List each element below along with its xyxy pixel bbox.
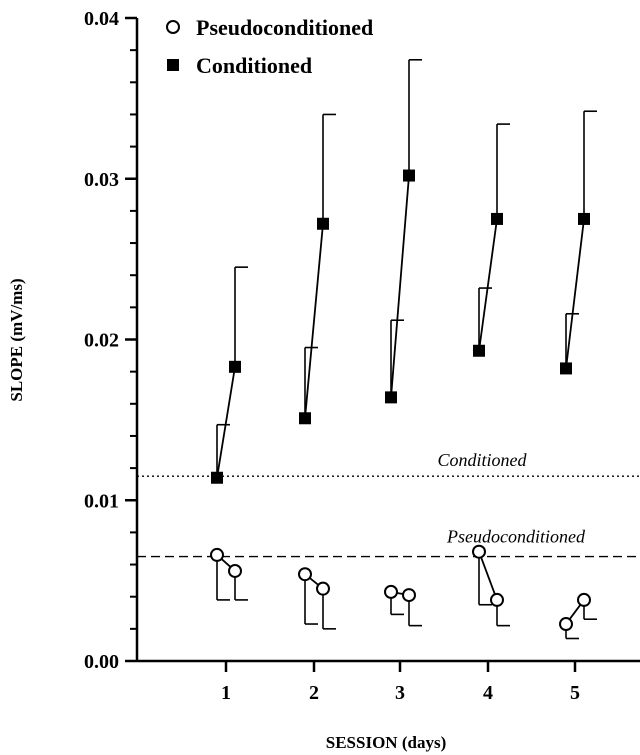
x-axis-ticks: 1 2 3 4 5 <box>221 661 580 704</box>
y-tick-label: 0.03 <box>84 169 119 191</box>
marker-pseudoconditioned <box>210 547 224 562</box>
legend-marker-pseudoconditioned <box>166 20 180 34</box>
marker-conditioned <box>299 412 311 425</box>
marker-conditioned <box>560 362 572 375</box>
marker-pseudoconditioned <box>559 617 573 632</box>
marker-conditioned <box>385 391 397 404</box>
connector-line <box>216 366 236 478</box>
legend-label-conditioned: Conditioned <box>196 53 312 78</box>
x-tick-label: 4 <box>483 682 493 704</box>
marker-pseudoconditioned <box>490 592 504 607</box>
connector-line <box>390 175 410 398</box>
connector-line <box>478 218 498 351</box>
reference-lines: Conditioned Pseudoconditioned <box>137 450 640 558</box>
x-tick-label: 3 <box>395 682 405 704</box>
x-tick-label: 2 <box>309 682 319 704</box>
reference-label-conditioned: Conditioned <box>438 450 528 470</box>
marker-pseudoconditioned <box>472 544 486 559</box>
marker-conditioned <box>317 217 329 230</box>
legend-label-pseudoconditioned: Pseudoconditioned <box>196 15 373 40</box>
marker-pseudoconditioned <box>402 588 416 603</box>
marker-pseudoconditioned <box>298 567 312 582</box>
marker-conditioned <box>473 344 485 357</box>
marker-conditioned <box>211 471 223 484</box>
connector-lines <box>216 175 585 625</box>
connector-line <box>304 223 324 419</box>
connector-line <box>565 218 585 369</box>
reference-label-pseudoconditioned: Pseudoconditioned <box>446 527 586 547</box>
x-tick-label: 1 <box>221 682 231 704</box>
x-tick-label: 5 <box>570 682 580 704</box>
x-axis-label: SESSION (days) <box>326 733 446 752</box>
marker-conditioned <box>491 212 503 225</box>
y-axis-label: SLOPE (mV/ms) <box>7 278 26 401</box>
marker-pseudoconditioned <box>228 563 242 578</box>
y-tick-label: 0.02 <box>84 330 119 352</box>
data-markers <box>210 169 591 632</box>
marker-conditioned <box>403 169 415 182</box>
connector-line <box>478 551 498 601</box>
marker-pseudoconditioned <box>577 592 591 607</box>
marker-pseudoconditioned <box>384 584 398 599</box>
marker-conditioned <box>229 360 241 373</box>
legend-marker-conditioned <box>167 59 179 71</box>
marker-conditioned <box>578 212 590 225</box>
marker-pseudoconditioned <box>316 581 330 596</box>
plot-area <box>135 18 640 663</box>
legend: Pseudoconditioned Conditioned <box>166 15 373 78</box>
error-bars <box>216 58 597 640</box>
y-tick-label: 0.04 <box>84 8 119 30</box>
y-tick-label: 0.00 <box>84 651 119 673</box>
y-tick-label: 0.01 <box>84 490 119 512</box>
y-axis-ticks: 0.00 0.01 0.02 0.03 0.04 <box>84 8 137 673</box>
